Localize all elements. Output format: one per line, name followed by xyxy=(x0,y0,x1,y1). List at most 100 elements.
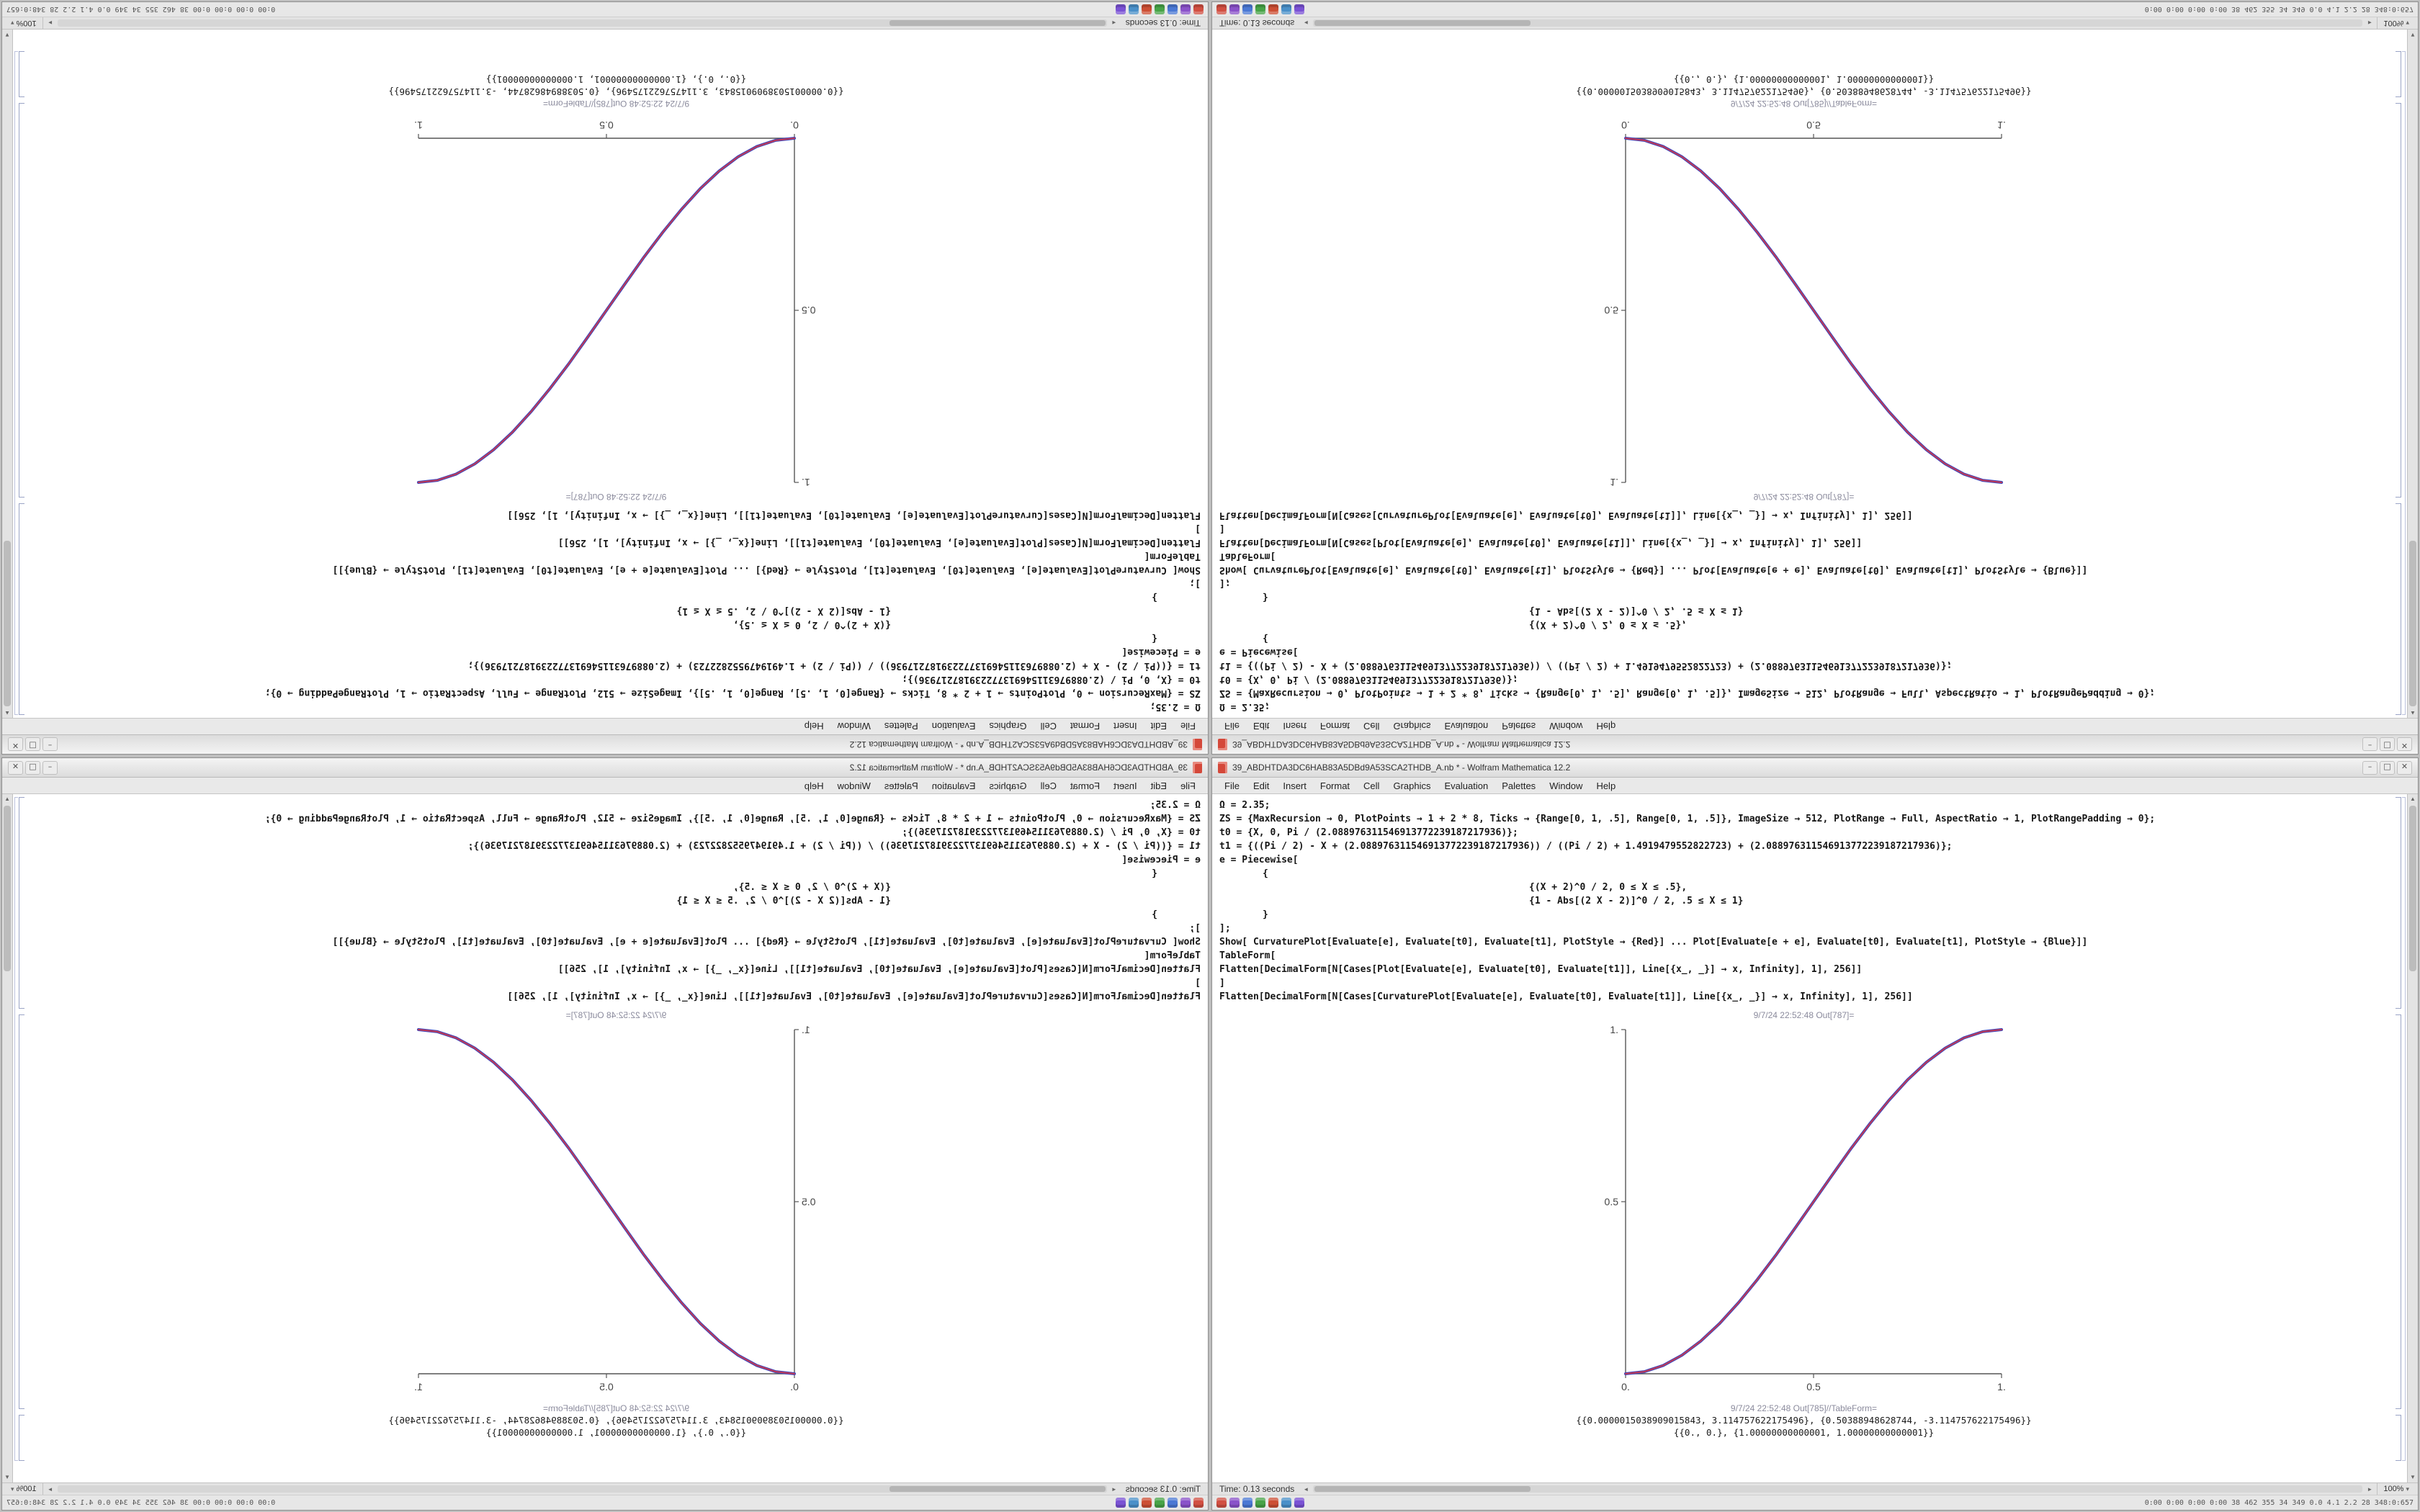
cell-bracket-group[interactable] xyxy=(14,51,18,715)
code-line[interactable]: { xyxy=(1263,868,1268,879)
horizontal-scrollbar[interactable] xyxy=(1313,1485,2363,1493)
code-line[interactable]: TableForm[ xyxy=(1144,950,1201,961)
code-line[interactable]: Flatten[DecimalForm[N[Cases[CurvaturePlo… xyxy=(1219,510,1913,521)
horizontal-scrollbar[interactable] xyxy=(1313,19,2363,27)
code-line[interactable]: Flatten[DecimalForm[N[Cases[Plot[Evaluat… xyxy=(1219,537,1863,548)
app-icon-steel[interactable] xyxy=(1281,4,1291,14)
minimize-button[interactable]: – xyxy=(42,737,58,752)
menu-help[interactable]: Help xyxy=(1596,721,1616,732)
window-titlebar[interactable]: 39_ABDHTDA3DC6HAB83A5DBd9A53SCA2THDB_A.n… xyxy=(2,734,1208,754)
code-line[interactable]: } xyxy=(1152,592,1157,603)
code-line[interactable]: Ω = 2.35; xyxy=(1219,701,1270,712)
menu-file[interactable]: File xyxy=(1180,721,1196,732)
window-titlebar[interactable]: 39_ABDHTDA3DC6HAB83A5DBd9A53SCA2THDB_A.n… xyxy=(1212,734,2418,754)
vertical-scrollbar[interactable]: ▲ ▼ xyxy=(2,30,13,718)
menu-graphics[interactable]: Graphics xyxy=(989,721,1027,732)
code-line[interactable]: Show[ CurvaturePlot[Evaluate[e], Evaluat… xyxy=(1219,937,2088,948)
code-line[interactable]: ]; xyxy=(1189,578,1201,589)
menu-palettes[interactable]: Palettes xyxy=(884,780,918,791)
app-icon-blue[interactable] xyxy=(1168,4,1178,14)
close-button[interactable]: ✕ xyxy=(8,760,23,775)
scroll-right-arrow[interactable]: ► xyxy=(2367,1485,2373,1493)
code-line[interactable]: Show[ CurvaturePlot[Evaluate[e], Evaluat… xyxy=(1219,564,2088,575)
menu-cell[interactable]: Cell xyxy=(1363,721,1380,732)
scroll-up-arrow[interactable]: ▲ xyxy=(4,710,10,716)
code-line[interactable]: Ω = 2.35; xyxy=(1150,701,1201,712)
app-icon-steel[interactable] xyxy=(1281,1498,1291,1508)
code-line[interactable]: } xyxy=(1263,909,1268,920)
window-titlebar[interactable]: 39_ABDHTDA3DC6HAB83A5DBd9A53SCA2THDB_A.n… xyxy=(1212,758,2418,778)
zoom-control[interactable]: 100% ▾ xyxy=(5,1483,43,1495)
notebook-content[interactable]: Ω = 2.35; ZS = {MaxRecursion → 0, PlotPo… xyxy=(13,794,1208,1482)
menu-graphics[interactable]: Graphics xyxy=(989,780,1027,791)
scroll-right-arrow[interactable]: ► xyxy=(47,1485,53,1493)
app-icon-blue[interactable] xyxy=(1242,4,1252,14)
cell-bracket-input[interactable] xyxy=(19,797,24,1009)
menu-insert[interactable]: Insert xyxy=(1283,721,1307,732)
menu-cell[interactable]: Cell xyxy=(1040,721,1057,732)
menu-help[interactable]: Help xyxy=(1596,780,1616,791)
menu-cell[interactable]: Cell xyxy=(1040,780,1057,791)
cell-bracket-input[interactable] xyxy=(2396,503,2401,715)
code-line[interactable]: Show[ CurvaturePlot[Evaluate[e], Evaluat… xyxy=(332,937,1201,948)
code-line[interactable]: {(X + 2)^0 / 2, 0 ≤ X ≤ .5}, xyxy=(1529,882,1688,893)
code-line[interactable]: ]; xyxy=(1219,923,1231,934)
minimize-button[interactable]: – xyxy=(2362,737,2378,752)
cell-bracket-input[interactable] xyxy=(2396,797,2401,1009)
code-line[interactable]: Show[ CurvaturePlot[Evaluate[e], Evaluat… xyxy=(332,564,1201,575)
scroll-right-arrow[interactable]: ► xyxy=(47,19,53,27)
menu-palettes[interactable]: Palettes xyxy=(1502,721,1536,732)
notebook-content[interactable]: Ω = 2.35; ZS = {MaxRecursion → 0, PlotPo… xyxy=(1212,794,2407,1482)
close-button[interactable]: ✕ xyxy=(2397,760,2412,775)
close-button[interactable]: ✕ xyxy=(2397,737,2412,752)
app-icon-purple[interactable] xyxy=(1229,4,1240,14)
cell-bracket-plot-output[interactable] xyxy=(2396,103,2401,498)
code-line[interactable]: {1 - Abs[(2 X - 2)]^0 / 2, .5 ≤ X ≤ 1} xyxy=(1529,606,1744,616)
curvature-plot-output[interactable]: 0. 0.5 1. 0.5 1. xyxy=(1588,1022,2020,1397)
curvature-plot-output[interactable]: 0. 0.5 1. 0.5 1. xyxy=(400,115,833,490)
code-line[interactable]: } xyxy=(1152,909,1157,920)
menu-edit[interactable]: Edit xyxy=(1252,721,1270,732)
menu-edit[interactable]: Edit xyxy=(1150,780,1168,791)
menu-window[interactable]: Window xyxy=(1549,721,1583,732)
horizontal-scrollbar[interactable] xyxy=(57,1485,1107,1493)
scroll-down-arrow[interactable]: ▼ xyxy=(2410,1474,2416,1480)
scroll-left-arrow[interactable]: ◄ xyxy=(1111,19,1117,27)
menu-window[interactable]: Window xyxy=(1549,780,1583,791)
menu-graphics[interactable]: Graphics xyxy=(1393,721,1431,732)
app-icon-green[interactable] xyxy=(1255,1498,1265,1508)
menu-palettes[interactable]: Palettes xyxy=(1502,780,1536,791)
cell-bracket-group[interactable] xyxy=(2402,51,2406,715)
scroll-left-arrow[interactable]: ◄ xyxy=(1303,1485,1309,1493)
app-icon-rust[interactable] xyxy=(1268,1498,1278,1508)
cell-bracket-plot-output[interactable] xyxy=(19,1014,24,1409)
code-line[interactable]: {(X + 2)^0 / 2, 0 ≤ X ≤ .5}, xyxy=(1529,619,1688,630)
cell-bracket-group[interactable] xyxy=(14,797,18,1461)
curvature-plot-output[interactable]: 0. 0.5 1. 0.5 1. xyxy=(400,1022,833,1397)
code-line[interactable]: {(X + 2)^0 / 2, 0 ≤ X ≤ .5}, xyxy=(732,882,891,893)
cell-bracket-table-output[interactable] xyxy=(19,1415,24,1461)
maximize-button[interactable]: □ xyxy=(25,737,40,752)
cell-bracket-table-output[interactable] xyxy=(19,51,24,97)
curvature-plot-output[interactable]: 0. 0.5 1. 0.5 1. xyxy=(1588,115,2020,490)
code-line[interactable]: ] xyxy=(1219,978,1225,989)
menu-format[interactable]: Format xyxy=(1070,721,1101,732)
app-icon-rust[interactable] xyxy=(1142,4,1152,14)
code-line[interactable]: e = Piecewise[ xyxy=(1121,855,1201,865)
menu-evaluation[interactable]: Evaluation xyxy=(1444,721,1489,732)
code-line[interactable]: t1 = {((Pi / 2) - X + (2.088976311546913… xyxy=(1219,841,1953,852)
app-icon-violet[interactable] xyxy=(1116,4,1126,14)
vscrollbar-thumb[interactable] xyxy=(2409,806,2416,971)
minimize-button[interactable]: – xyxy=(2362,760,2378,775)
code-line[interactable]: Ω = 2.35; xyxy=(1150,800,1201,811)
minimize-button[interactable]: – xyxy=(42,760,58,775)
vertical-scrollbar[interactable]: ▲ ▼ xyxy=(2407,30,2418,718)
code-line[interactable]: Ω = 2.35; xyxy=(1219,800,1270,811)
menu-file[interactable]: File xyxy=(1180,780,1196,791)
hscrollbar-thumb[interactable] xyxy=(1314,20,1531,26)
menu-format[interactable]: Format xyxy=(1070,780,1101,791)
scroll-down-arrow[interactable]: ▼ xyxy=(2410,32,2416,38)
notebook-content[interactable]: Ω = 2.35; ZS = {MaxRecursion → 0, PlotPo… xyxy=(1212,30,2407,718)
code-line[interactable]: Flatten[DecimalForm[N[Cases[CurvaturePlo… xyxy=(507,991,1201,1002)
code-line[interactable]: ] xyxy=(1195,523,1201,534)
